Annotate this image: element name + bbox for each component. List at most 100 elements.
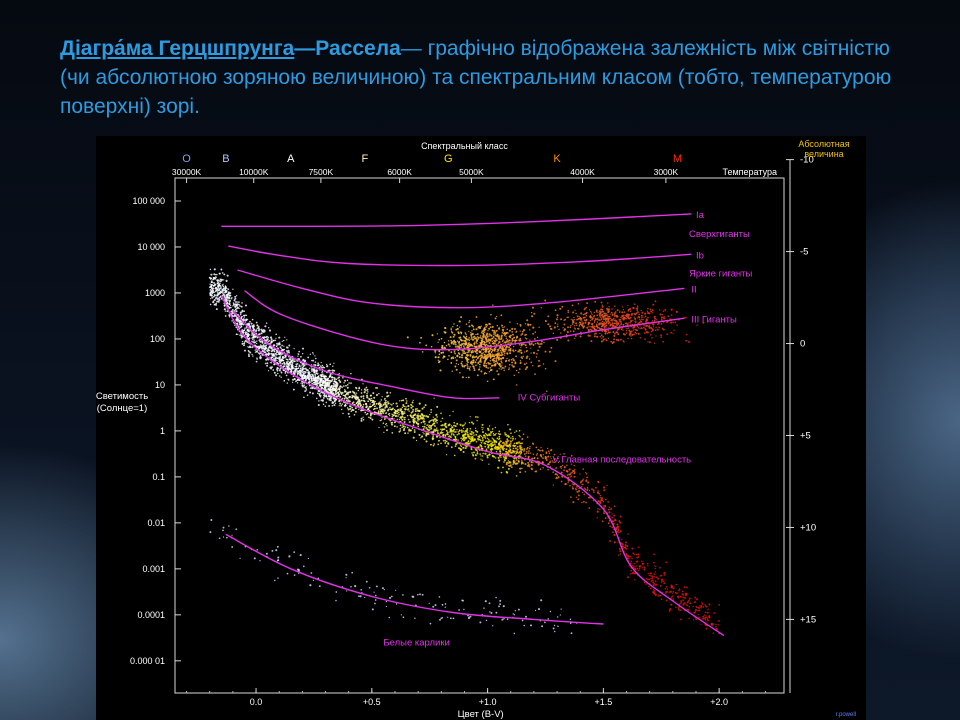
star-point [554, 360, 557, 363]
star-point [479, 366, 481, 368]
star-point [218, 289, 221, 291]
star-point [245, 319, 248, 322]
star-point [330, 386, 332, 389]
star-point [432, 431, 435, 433]
star-point [482, 452, 485, 455]
star-point [632, 319, 634, 322]
star-point [651, 591, 655, 594]
star-point [288, 344, 291, 347]
star-point [489, 367, 492, 369]
star-point [329, 399, 332, 402]
star-point [409, 421, 411, 423]
star-point [475, 359, 478, 361]
star-point [482, 336, 485, 338]
star-point [496, 361, 498, 363]
star-point [604, 332, 606, 334]
star-point [254, 341, 257, 344]
star-point [338, 388, 340, 390]
star-point [353, 401, 355, 403]
star-point [435, 413, 438, 416]
star-point [496, 437, 499, 440]
star-point [491, 349, 494, 351]
star-point [264, 325, 267, 328]
star-point [383, 410, 385, 413]
star-point [253, 328, 256, 331]
star-point [372, 392, 375, 395]
star-point [328, 404, 331, 407]
star-point [419, 415, 422, 418]
star-point [391, 404, 393, 406]
star-point [410, 404, 413, 407]
star-point [447, 358, 449, 361]
star-point [576, 490, 579, 493]
star-point [273, 356, 275, 358]
star-point [507, 467, 510, 470]
star-point [479, 335, 482, 337]
star-point [664, 592, 667, 595]
star-point [251, 318, 254, 321]
star-point [397, 411, 400, 414]
star-point [570, 463, 573, 465]
star-point [683, 602, 686, 605]
star-point [345, 399, 348, 402]
star-point [659, 584, 662, 587]
star-point [321, 370, 323, 373]
star-point [573, 319, 576, 321]
star-point [259, 335, 261, 338]
star-point [396, 426, 398, 428]
star-point [592, 500, 595, 502]
title-description: — графічно відображена залежність між св… [60, 37, 892, 118]
star-point [274, 352, 277, 355]
star-point [694, 596, 697, 599]
star-point [359, 399, 361, 402]
star-point [279, 367, 282, 370]
star-point [276, 345, 278, 347]
star-point [302, 369, 304, 371]
star-point [636, 325, 639, 328]
star-point [430, 427, 432, 429]
star-point [700, 605, 703, 608]
star-point [497, 358, 500, 361]
star-point [488, 425, 491, 427]
star-point [650, 578, 652, 580]
star-point [482, 352, 485, 354]
star-point [362, 418, 365, 421]
star-point [550, 328, 553, 330]
star-point [360, 417, 363, 420]
star-point [613, 541, 616, 544]
star-point [430, 419, 433, 421]
star-point [487, 445, 490, 448]
star-point [660, 574, 663, 577]
star-point [413, 430, 416, 434]
star-point [632, 552, 635, 555]
star-point [563, 323, 566, 326]
star-point [425, 434, 428, 437]
star-point [448, 435, 451, 438]
star-point [305, 386, 307, 388]
star-point [326, 397, 329, 400]
star-point [597, 500, 600, 503]
star-point [240, 305, 243, 308]
star-point [538, 359, 540, 362]
star-point [508, 368, 510, 371]
title-link[interactable]: Діагра́ма Герцшпрунга [60, 37, 295, 60]
star-point [485, 355, 488, 358]
star-point [361, 409, 364, 412]
star-point [244, 304, 248, 307]
star-point [681, 593, 684, 596]
star-point [285, 361, 289, 364]
star-point [438, 356, 440, 359]
star-point [455, 368, 458, 371]
star-point [216, 300, 219, 303]
star-point [600, 321, 602, 323]
star-point [695, 598, 699, 601]
star-point [501, 364, 503, 366]
star-point [246, 333, 249, 336]
star-point [515, 452, 518, 454]
star-point [705, 615, 707, 617]
star-point [679, 595, 682, 598]
star-point [560, 480, 563, 483]
star-point [504, 348, 507, 351]
star-point [635, 553, 638, 556]
star-point [219, 282, 221, 284]
